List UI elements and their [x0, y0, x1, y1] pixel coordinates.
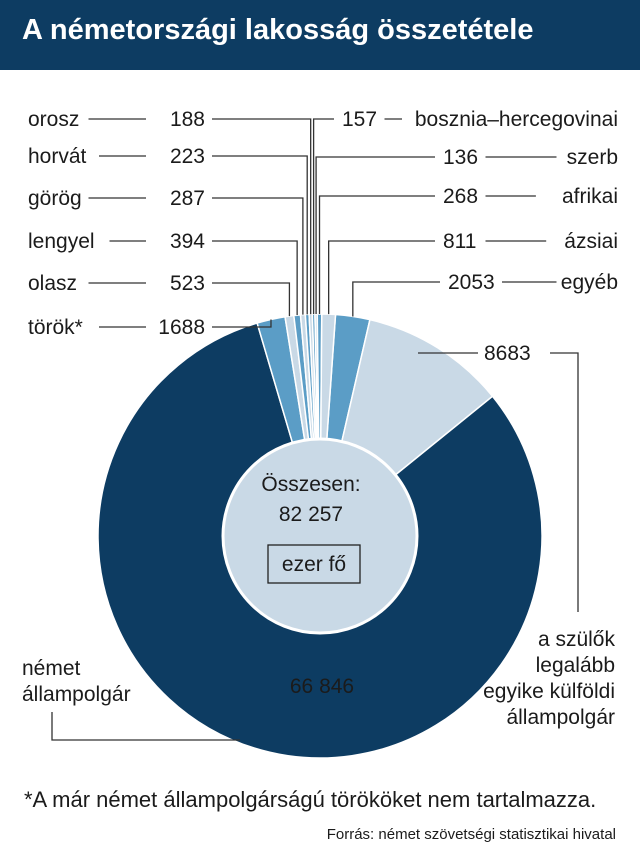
leader-value-egyéb [352, 281, 440, 317]
leader-value-afrikai [318, 195, 435, 315]
leader-value-görög [212, 197, 304, 315]
label-orosz: orosz [28, 108, 79, 131]
value-orosz: 188 [170, 108, 205, 131]
leader-value-lengyel [212, 240, 298, 316]
value-horvát: 223 [170, 145, 205, 168]
title-bar: A németországi lakosság összetétele [0, 0, 640, 70]
leader-value-bosznia-hercegovinai [312, 118, 334, 315]
value-olasz: 523 [170, 272, 205, 295]
value-bosznia-hercegovinai: 157 [342, 108, 377, 131]
label-afrikai: afrikai [562, 185, 618, 208]
label-görög: görög [28, 187, 82, 210]
leader-german [51, 712, 240, 741]
leader-lines [51, 118, 579, 741]
unit-box [267, 544, 361, 584]
total-block: Összesen: 82 257 ezer fő [261, 473, 361, 584]
value-szerb: 136 [443, 146, 478, 169]
value-ázsiai: 811 [443, 230, 476, 253]
slice-labels: orosz 188 horvát 223 görög 287 lengyel 394 olasz… [22, 108, 618, 729]
label-olasz: olasz [28, 272, 77, 295]
label-török: török* [28, 316, 83, 339]
label-german-1: német [22, 657, 81, 680]
label-parent-foreign-1: a szülők [538, 628, 616, 651]
leader-value-szerb [315, 156, 435, 315]
leader-value-horvát [212, 155, 308, 315]
leader-value-orosz [212, 118, 312, 315]
value-parent-foreign: 8683 [484, 342, 531, 365]
source-note: Forrás: német szövetségi statisztikai hi… [326, 826, 616, 843]
value-german: 66 846 [290, 675, 354, 698]
label-bosznia-hercegovinai: bosznia–hercegovinai [415, 108, 618, 131]
label-parent-foreign-4: állampolgár [506, 706, 615, 729]
value-lengyel: 394 [170, 230, 205, 253]
value-görög: 287 [170, 187, 205, 210]
donut-center [221, 437, 419, 635]
label-parent-foreign-3: egyike külföldi [483, 680, 615, 703]
label-horvát: horvát [28, 145, 87, 168]
leader-value-olasz [212, 282, 291, 317]
label-ázsiai: ázsiai [564, 230, 618, 253]
footnote: *A már német állampolgárságú törököket n… [24, 787, 597, 812]
label-lengyel: lengyel [28, 230, 95, 253]
total-label: Összesen: [261, 473, 360, 496]
chart-title: A németországi lakosság összetétele [22, 14, 534, 46]
leader-parent-foreign-out [550, 352, 579, 612]
label-egyéb: egyéb [561, 271, 618, 294]
label-parent-foreign-2: legalább [536, 654, 615, 677]
value-afrikai: 268 [443, 185, 478, 208]
value-egyéb: 2053 [448, 271, 495, 294]
leader-value-török [212, 319, 272, 328]
label-szerb: szerb [567, 146, 618, 169]
unit-label: ezer fő [282, 553, 346, 576]
label-german-2: állampolgár [22, 683, 131, 706]
value-török: 1688 [158, 316, 205, 339]
total-value: 82 257 [279, 503, 343, 526]
leader-value-ázsiai [328, 240, 435, 315]
